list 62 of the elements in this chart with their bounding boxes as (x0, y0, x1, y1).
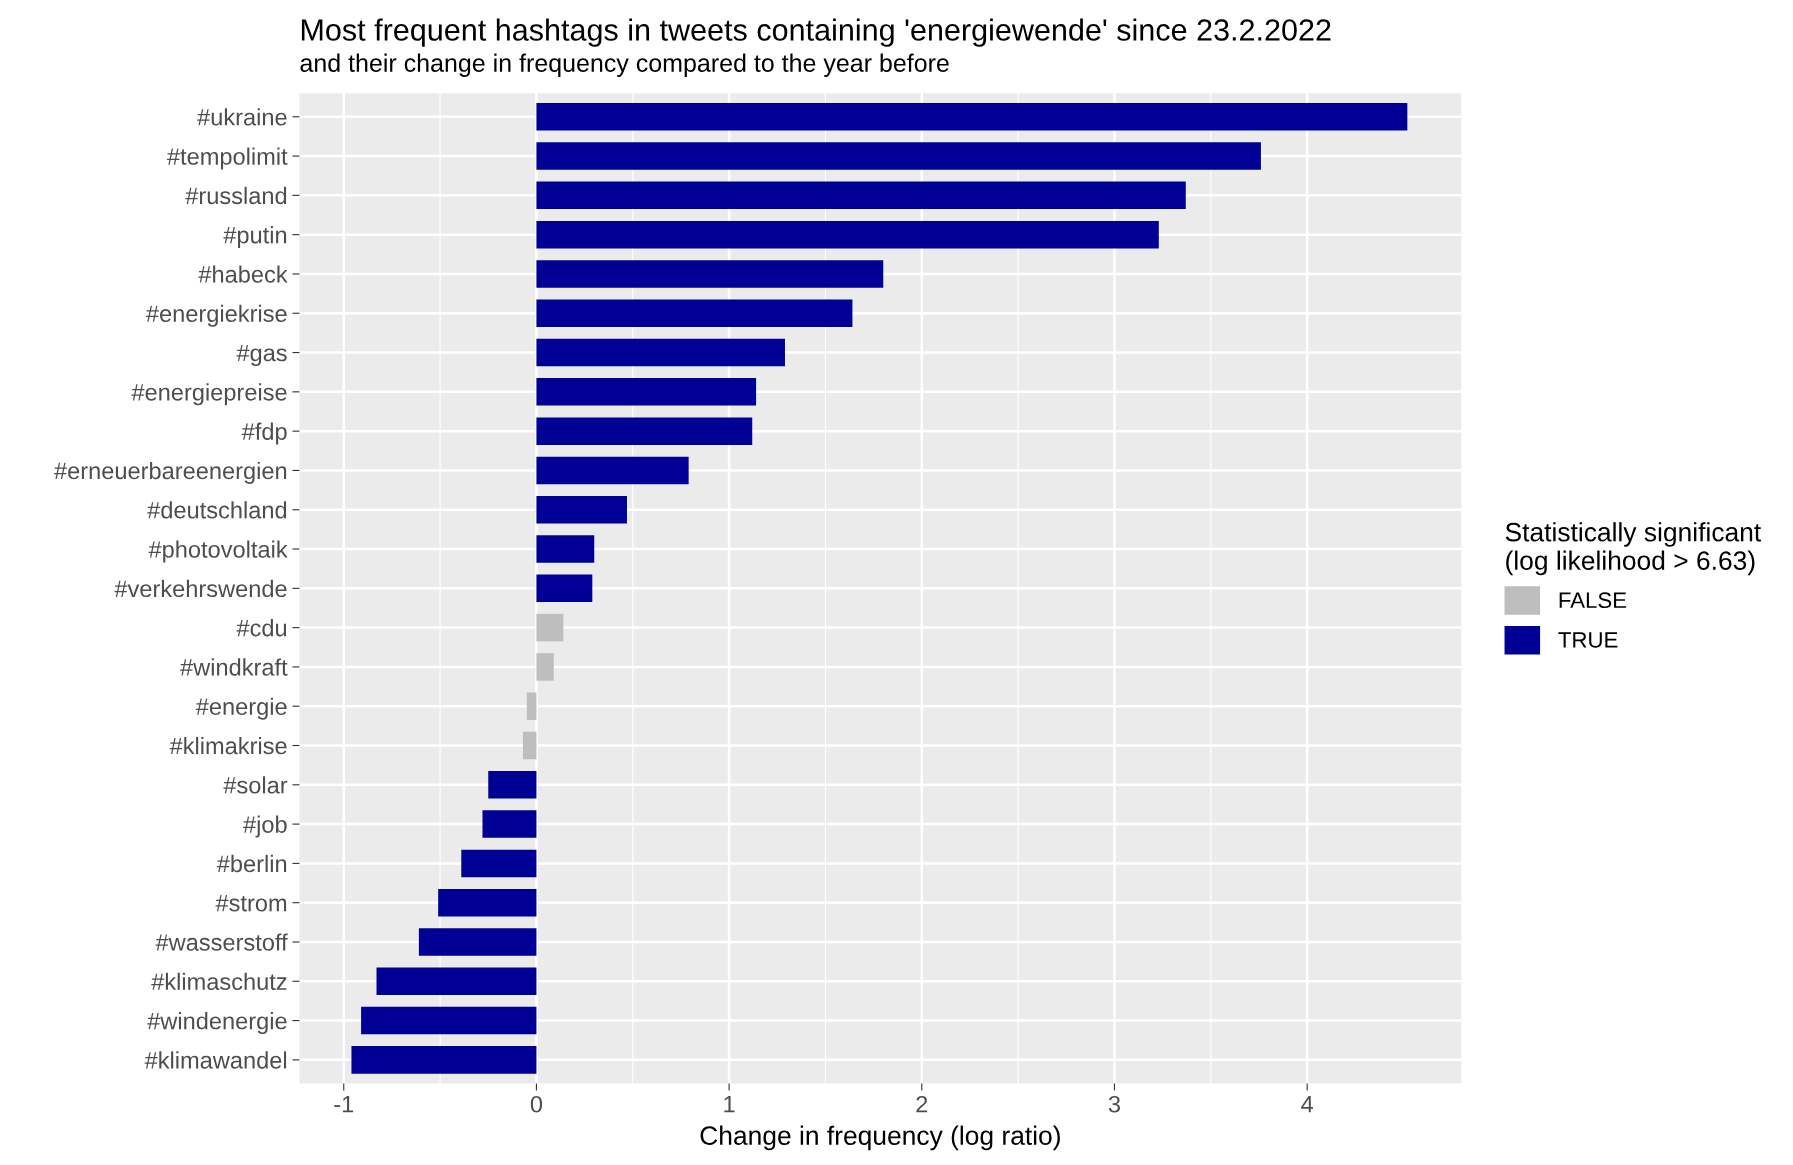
bar (536, 103, 1408, 131)
bar (418, 928, 537, 956)
y-tick-label: #ukraine (197, 108, 287, 126)
bar (526, 692, 537, 720)
chart-title: Most frequent hashtags in tweets containing 'energiewende' since 23.2.2022 (301, 18, 1331, 47)
y-tick-label: #energie (195, 697, 287, 720)
bar (482, 810, 537, 838)
y-tick-label: #klimawandel (144, 1051, 287, 1069)
y-tick-label: #klimakrise (169, 736, 287, 755)
x-tick-label: 1 (724, 1096, 735, 1113)
bar (361, 1006, 537, 1035)
y-tick-label: #deutschland (147, 501, 287, 519)
y-tick-label: #berlin (216, 854, 287, 873)
y-tick-label: #tempolimit (167, 147, 288, 170)
x-tick-label: 4 (1301, 1096, 1314, 1113)
y-tick-label: #gas (236, 344, 287, 367)
bar (522, 731, 537, 760)
bar (536, 535, 595, 563)
x-tick-label: 3 (1108, 1095, 1120, 1113)
bar (536, 142, 1261, 170)
bar (536, 456, 689, 485)
y-tick-label: #russland (185, 186, 287, 205)
bar (536, 574, 593, 603)
y-tick-label: #solar (223, 776, 288, 794)
y-tick-label: #cdu (236, 619, 287, 637)
bar (536, 613, 564, 642)
bar (536, 220, 1159, 249)
bar (536, 299, 853, 328)
bar (461, 849, 537, 878)
bar (536, 495, 627, 524)
legend-label: FALSE (1559, 592, 1627, 609)
bar (536, 338, 785, 367)
y-tick-label: #putin (223, 226, 287, 249)
y-tick-label: #wasserstoff (155, 933, 288, 951)
y-tick-label: #photovoltaik (148, 540, 288, 563)
y-tick-label: #erneuerbareenergien (54, 461, 287, 484)
y-tick-label: #habeck (198, 265, 288, 283)
y-tick-label: #verkehrswende (114, 579, 287, 598)
bar (536, 260, 884, 288)
y-tick-label: #strom (215, 895, 287, 912)
bar (536, 378, 757, 406)
y-tick-label: #windenergie (147, 1012, 287, 1035)
bar (536, 417, 753, 445)
legend-label: TRUE (1558, 632, 1618, 648)
x-tick-label: -1 (334, 1096, 354, 1113)
x-tick-label: 0 (530, 1095, 543, 1113)
bar (536, 653, 554, 681)
bar (376, 967, 537, 996)
legend-title: Statistically significant (log likelihood > 6.63) (1505, 522, 1761, 576)
y-tick-label: #energiekrise (145, 304, 287, 327)
chart-subtitle: and their change in frequency compared to the year before (300, 53, 949, 77)
bar (488, 771, 537, 799)
y-tick-label: #fdp (241, 422, 287, 445)
y-tick-label: #energiepreise (131, 383, 287, 406)
y-tick-label: #windkraft (180, 658, 288, 676)
y-tick-label: #job (243, 815, 287, 838)
bar (351, 1046, 537, 1074)
bar (438, 888, 537, 917)
x-axis-title: Change in frequency (log ratio) (700, 1125, 1060, 1151)
x-tick-label: 2 (916, 1095, 928, 1113)
bar (536, 181, 1186, 210)
y-tick-label: #klimaschutz (151, 972, 287, 991)
